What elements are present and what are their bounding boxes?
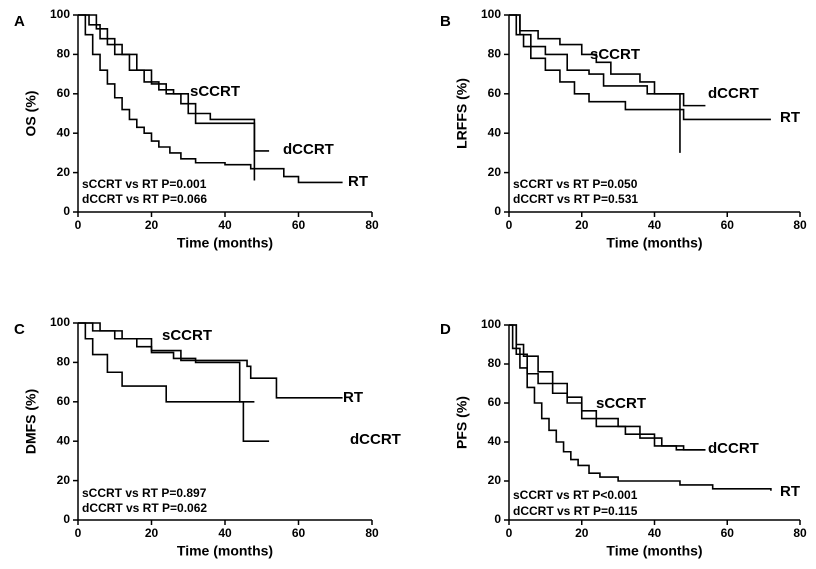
p-value-annotation: sCCRT vs RT P=0.050 xyxy=(513,177,638,191)
y-tick-label: 40 xyxy=(488,125,502,139)
x-axis-label: Time (months) xyxy=(606,235,702,251)
y-axis-label: PFS (%) xyxy=(454,396,470,449)
y-tick-label: 100 xyxy=(481,317,501,331)
y-tick-label: 40 xyxy=(488,434,502,448)
y-tick-label: 40 xyxy=(57,125,71,139)
y-tick-label: 20 xyxy=(488,165,502,179)
curve-label: sCCRT xyxy=(190,83,240,100)
y-axis-label: OS (%) xyxy=(23,91,39,137)
panel-label: A xyxy=(14,13,25,30)
x-axis-label: Time (months) xyxy=(177,543,273,559)
curve-label: RT xyxy=(343,389,363,406)
x-tick-label: 40 xyxy=(218,526,232,540)
y-tick-label: 80 xyxy=(57,47,71,61)
y-tick-label: 100 xyxy=(50,315,70,329)
y-tick-label: 100 xyxy=(50,7,70,21)
x-tick-label: 40 xyxy=(648,218,662,232)
survival-curve xyxy=(509,324,706,451)
y-tick-label: 0 xyxy=(63,204,70,218)
x-axis-label: Time (months) xyxy=(177,235,273,251)
y-tick-label: 0 xyxy=(63,512,70,526)
curve-label: RT xyxy=(780,483,800,500)
x-tick-label: 0 xyxy=(506,218,513,232)
panel-label: D xyxy=(440,321,451,338)
survival-curve xyxy=(509,14,771,121)
y-axis-label: DMFS (%) xyxy=(23,389,39,454)
x-tick-label: 20 xyxy=(145,526,159,540)
x-tick-label: 20 xyxy=(575,526,589,540)
curve-label: dCCRT xyxy=(350,431,401,448)
survival-curve xyxy=(78,14,270,152)
survival-curve xyxy=(78,322,270,442)
panel-label: C xyxy=(14,321,25,338)
x-tick-label: 60 xyxy=(721,218,735,232)
survival-curve xyxy=(509,324,772,491)
y-tick-label: 60 xyxy=(488,395,502,409)
x-axis-label: Time (months) xyxy=(606,543,702,559)
survival-curve xyxy=(509,324,706,451)
x-tick-label: 60 xyxy=(292,526,306,540)
curve-label: sCCRT xyxy=(596,395,646,412)
p-value-annotation: dCCRT vs RT P=0.062 xyxy=(82,501,207,515)
x-tick-label: 40 xyxy=(218,218,232,232)
curve-label: RT xyxy=(780,109,800,126)
x-tick-label: 20 xyxy=(575,218,589,232)
y-tick-label: 20 xyxy=(57,473,71,487)
y-tick-label: 80 xyxy=(488,356,502,370)
survival-curve xyxy=(509,14,681,153)
y-tick-label: 80 xyxy=(57,355,71,369)
y-tick-label: 80 xyxy=(488,47,502,61)
p-value-annotation: dCCRT vs RT P=0.066 xyxy=(82,192,207,206)
y-tick-label: 20 xyxy=(57,165,71,179)
curve-label: dCCRT xyxy=(283,141,334,158)
y-tick-label: 40 xyxy=(57,433,71,447)
p-value-annotation: dCCRT vs RT P=0.531 xyxy=(513,192,638,206)
x-tick-label: 0 xyxy=(75,526,82,540)
survival-curve xyxy=(78,14,343,184)
x-tick-label: 60 xyxy=(292,218,306,232)
curve-label: dCCRT xyxy=(708,85,759,102)
p-value-annotation: sCCRT vs RT P=0.001 xyxy=(82,177,207,191)
y-tick-label: 0 xyxy=(494,204,501,218)
survival-curve xyxy=(78,322,343,399)
x-tick-label: 40 xyxy=(648,526,662,540)
p-value-annotation: sCCRT vs RT P<0.001 xyxy=(513,488,638,502)
x-tick-label: 20 xyxy=(145,218,159,232)
x-tick-label: 60 xyxy=(721,526,735,540)
y-tick-label: 60 xyxy=(57,86,71,100)
x-tick-label: 80 xyxy=(365,526,379,540)
curve-label: sCCRT xyxy=(162,327,212,344)
y-tick-label: 0 xyxy=(494,512,501,526)
p-value-annotation: dCCRT vs RT P=0.115 xyxy=(513,504,638,518)
curve-label: RT xyxy=(348,173,368,190)
x-tick-label: 80 xyxy=(793,218,807,232)
y-tick-label: 100 xyxy=(481,7,501,21)
survival-curve xyxy=(509,14,706,107)
x-tick-label: 0 xyxy=(75,218,82,232)
curve-label: dCCRT xyxy=(708,440,759,457)
y-tick-label: 60 xyxy=(57,394,71,408)
y-tick-label: 60 xyxy=(488,86,502,100)
y-tick-label: 20 xyxy=(488,473,502,487)
panel-label: B xyxy=(440,13,451,30)
x-tick-label: 80 xyxy=(365,218,379,232)
p-value-annotation: sCCRT vs RT P=0.897 xyxy=(82,486,207,500)
x-tick-label: 80 xyxy=(793,526,807,540)
curve-label: sCCRT xyxy=(590,46,640,63)
y-axis-label: LRFFS (%) xyxy=(454,78,470,149)
x-tick-label: 0 xyxy=(506,526,513,540)
